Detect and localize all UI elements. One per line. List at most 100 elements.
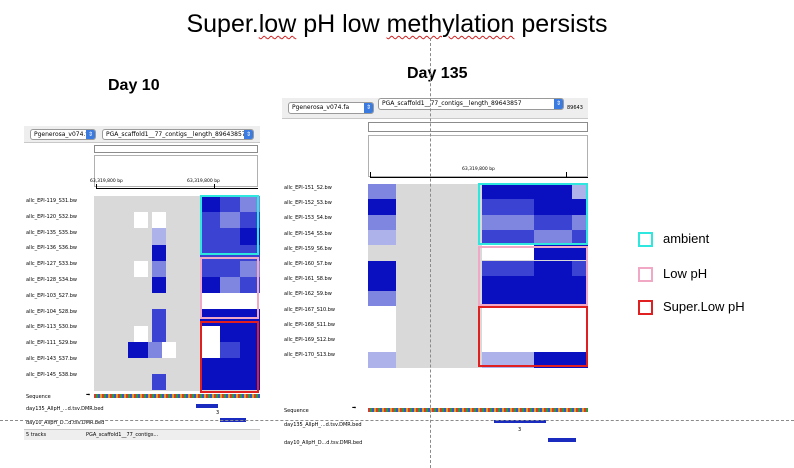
heatmap-cell: [572, 275, 588, 292]
legend-ambient-swatch: [638, 232, 653, 247]
genome-dropdown[interactable]: Pgenerosa_v074.fa ⇕: [30, 129, 96, 140]
day135-label: Day 135: [407, 65, 468, 82]
track-label: allc_EPI-162_S9.bw: [284, 291, 332, 298]
heatmap-cell: [482, 199, 534, 215]
track-label: allc_EPI-160_S7.bw: [284, 261, 332, 267]
track-label: allc_EPI-119_S31.bw: [26, 198, 77, 204]
track-label: allc_EPI-170_S13.bw: [284, 352, 335, 359]
track-label: allc_EPI-127_S33.bw: [26, 261, 77, 268]
heatmap-cell: [220, 228, 240, 245]
guide-line-horizontal: [0, 420, 794, 421]
heatmap-cell: [368, 199, 396, 215]
heatmap-cell: [200, 341, 220, 358]
heatmap-cell: [152, 244, 166, 261]
heatmap-cell: [200, 293, 260, 310]
superlowph-highlight-box: [200, 321, 259, 393]
heatmap-cell: [534, 275, 572, 292]
title-part: persists: [514, 10, 608, 38]
ideogram: [368, 122, 588, 132]
genome-dropdown-value: Pgenerosa_v074.fa: [34, 131, 92, 138]
dmr-feature-label: 3: [518, 427, 522, 433]
heatmap-cell: [482, 321, 588, 337]
title-part: Super.: [186, 10, 259, 38]
heatmap-cell: [148, 341, 162, 358]
heatmap-cell: [220, 277, 240, 294]
heatmap-cell: [152, 212, 166, 229]
heatmap-cell: [534, 352, 588, 368]
track-label: allc_EPI-159_S6.bw: [284, 245, 332, 252]
title-part: methylation: [386, 10, 515, 38]
locus-dropdown[interactable]: PGA_scaffold1__77_contigs__length_896438…: [102, 129, 254, 140]
heatmap-cell: [152, 374, 166, 391]
heatmap-cell: [220, 260, 240, 277]
heatmap-cell: [534, 184, 572, 200]
heatmap-cell: [152, 260, 166, 277]
track-label: allc_EPI-103_S27.bw: [26, 292, 77, 299]
guide-line-vertical: [430, 38, 431, 468]
heatmap-cell: [220, 244, 240, 261]
genome-dropdown[interactable]: Pgenerosa_v074.fa ⇕: [288, 102, 374, 114]
heatmap-cell: [240, 260, 260, 277]
track-label: allc_EPI-161_S8.bw: [284, 276, 332, 283]
heatmap-cell: [220, 212, 240, 229]
heatmap-cell: [534, 199, 572, 215]
ruler-coordinate: 63,319,800 bp: [90, 179, 123, 184]
heatmap-cell: [368, 306, 396, 322]
heatmap-cell: [240, 341, 260, 358]
legend-ambient-label: ambient: [663, 231, 710, 246]
heatmap-cell: [368, 260, 396, 276]
heatmap-cell: [572, 184, 588, 200]
strand-arrow-icon: ➡: [352, 405, 357, 411]
ambient-highlight-box: [200, 195, 259, 255]
heatmap-cell: [572, 245, 588, 261]
heatmap-cell: [368, 275, 396, 292]
heatmap-cell: [200, 196, 220, 213]
heatmap-cell: [368, 352, 396, 368]
heatmap-cell: [572, 229, 588, 246]
footer-locus: PGA_scaffold1__77_contigs...: [86, 432, 159, 438]
heatmap-cell: [220, 196, 240, 213]
track-label: allc_EPI-168_S11.bw: [284, 321, 335, 328]
dmr-feature: [196, 404, 218, 408]
locus-dropdown[interactable]: PGA_scaffold1__77_contigs__length_896438…: [378, 98, 564, 110]
track-label: allc_EPI-113_S30.bw: [26, 324, 77, 331]
legend-superlowph-swatch: [638, 300, 653, 315]
heatmap-cell: [152, 325, 166, 342]
track-label: allc_EPI-128_S34.bw: [26, 277, 77, 283]
heatmap-cell: [572, 199, 588, 215]
dropdown-arrow-icon: ⇕: [244, 130, 253, 139]
heatmap-cell: [134, 260, 148, 277]
ruler-tick: [214, 184, 215, 189]
dmr-feature: [548, 438, 576, 442]
heatmap-cell: [134, 212, 148, 229]
ruler-coordinate: 63,319,800 bp: [187, 179, 220, 184]
track-label: allc_EPI-145_S38.bw: [26, 371, 77, 378]
heatmap-cell: [368, 184, 396, 200]
superlowph-highlight-box: [478, 306, 588, 367]
heatmap-cell: [482, 291, 534, 307]
track-label: allc_EPI-111_S29.bw: [26, 340, 77, 347]
heatmap-cell: [200, 358, 260, 375]
heatmap-cell: [152, 309, 166, 326]
strand-arrow-icon: ➡: [86, 392, 91, 398]
legend-superlowph-label: Super.Low pH: [663, 299, 745, 314]
title-part: pH low: [296, 10, 387, 38]
heatmap-cell: [482, 214, 534, 230]
day10-label: Day 10: [108, 77, 160, 94]
title-part: low: [258, 10, 297, 38]
heatmap-cell: [482, 245, 534, 261]
heatmap-cell: [572, 291, 588, 307]
heatmap-cell: [200, 277, 220, 294]
igv-panel-day135: Pgenerosa_v074.fa ⇕ PGA_scaffold1__77_co…: [282, 98, 588, 458]
track-label: allc_EPI-152_S3.bw: [284, 200, 332, 207]
track-label: allc_EPI-154_S5.bw: [284, 230, 332, 237]
lowph-highlight-box: [478, 246, 588, 306]
heatmap-cell: [240, 196, 260, 213]
heatmap-cell: [200, 260, 220, 277]
ruler-box: [368, 135, 588, 177]
dropdown-arrow-icon: ⇕: [554, 99, 563, 109]
heatmap-cell: [368, 214, 396, 230]
heatmap-cell: [534, 260, 572, 276]
bed-track-label: day10_AllpH_D...d.tsv.DMR.bed: [26, 420, 105, 426]
heatmap-cell: [128, 341, 148, 358]
